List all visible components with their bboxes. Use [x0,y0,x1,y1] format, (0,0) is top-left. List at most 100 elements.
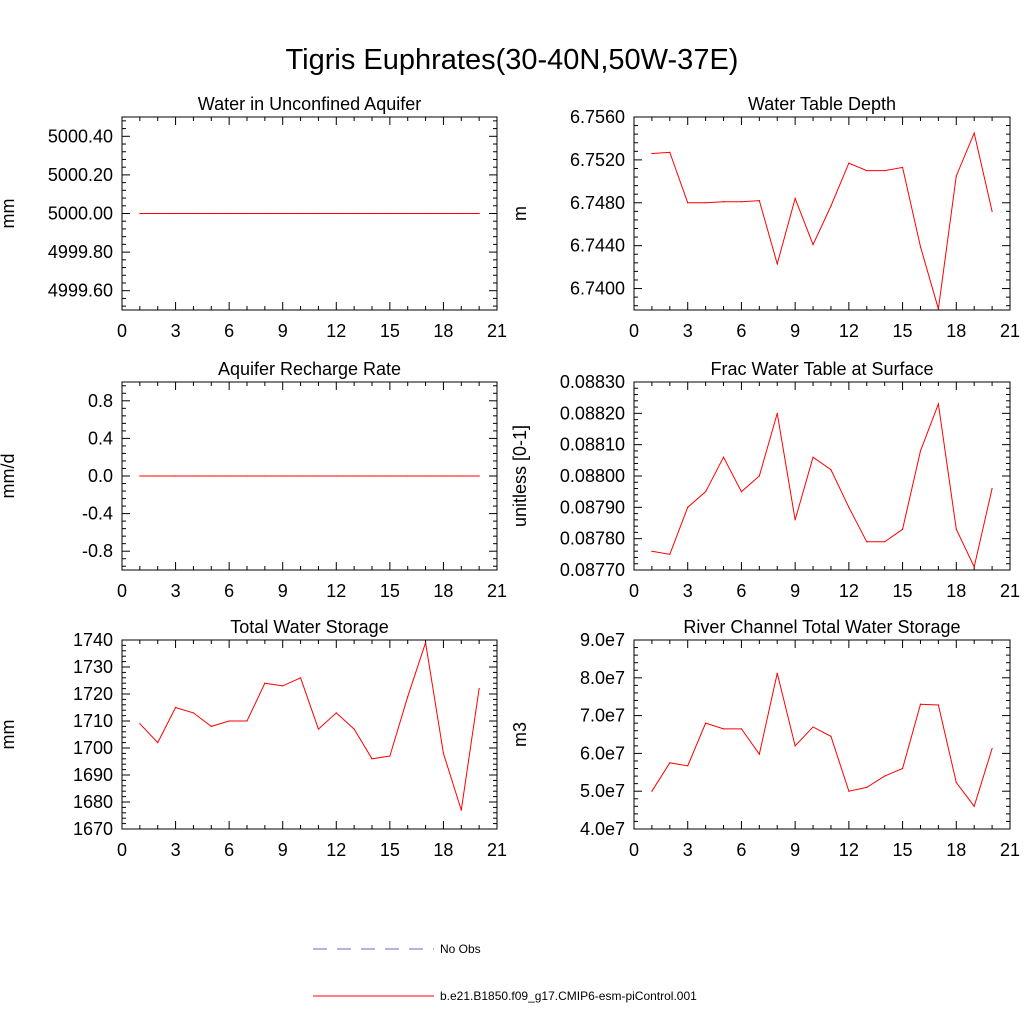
chart-panels: Water in Unconfined Aquifer mm 0 3 6 9 12 15 18 2… [0,94,1020,860]
x-tick-label: 18 [946,840,966,860]
panel-title: Aquifer Recharge Rate [218,359,401,379]
data-point [866,170,868,172]
y-tick-label: 6.7400 [570,279,625,299]
data-point [884,775,886,777]
data-point [758,200,760,202]
x-tick-label: 12 [839,321,859,341]
x-tick-label: 21 [1000,321,1020,341]
y-tick-label: 0.08810 [560,435,625,455]
data-point [794,197,796,200]
data-point [687,765,689,767]
x-tick-label: 6 [736,321,746,341]
y-tick-label: 6.7480 [570,193,625,213]
panel-title: Frac Water Table at Surface [710,359,933,379]
data-point [264,682,266,684]
x-tick-label: 9 [278,840,288,860]
data-point [830,469,832,471]
x-tick-label: 3 [683,581,693,601]
y-axis-label: mm/d [0,454,18,499]
data-point [687,506,689,508]
data-point [299,677,302,679]
y-tick-label: 1680 [73,792,113,812]
data-point [460,212,462,215]
y-tick-label: 0.0 [88,466,113,486]
data-point [157,475,159,477]
data-point [389,212,391,215]
x-tick-label: 12 [326,321,346,341]
data-point [866,541,868,543]
x-tick-label: 18 [433,581,453,601]
data-point [335,212,337,215]
y-tick-label: 1740 [73,630,113,650]
data-point [407,696,409,698]
y-axis-label: unitless [0-1] [510,425,530,527]
y-tick-label: 6.0e7 [580,743,625,763]
data-point [246,475,248,477]
x-tick-label: 21 [1000,840,1020,860]
data-point [901,767,904,770]
data-point [353,212,355,215]
data-point [758,475,760,477]
x-tick-label: 21 [1000,581,1020,601]
y-tick-label: 5.0e7 [580,781,625,801]
chart-panel-6: River Channel Total Water Storage m3 0 3 6 9 1… [510,617,1020,860]
data-point [317,475,320,477]
data-point [722,201,725,203]
x-tick-label: 9 [278,581,288,601]
data-point [228,475,230,477]
legend: No Obs b.e21.B1850.f09_g17.CMIP6-esm-piC… [313,942,697,1003]
data-point [442,752,445,755]
data-point [174,706,177,709]
y-tick-label: 0.08770 [560,560,625,580]
data-point [955,175,957,177]
data-point [246,212,248,215]
y-tick-label: 0.08820 [560,403,625,423]
data-point [919,246,922,248]
y-tick-label: 1670 [73,819,113,839]
plot-frame [633,116,1011,311]
data-point [758,753,760,755]
data-point [335,475,337,477]
data-point [901,166,904,168]
data-point [973,805,975,807]
x-tick-label: 3 [171,581,181,601]
data-point [812,243,814,246]
data-point [848,506,850,508]
x-tick-label: 9 [790,581,800,601]
data-point [371,758,373,760]
x-tick-label: 0 [117,321,127,341]
y-tick-label: 7.0e7 [580,706,625,726]
data-point [424,212,427,215]
series-line [651,673,993,808]
data-point [830,205,832,207]
x-tick-label: 21 [487,321,507,341]
y-tick-label: 8.0e7 [580,668,625,688]
data-point [812,726,814,728]
data-point [424,475,427,477]
y-tick-label: 0.08780 [560,529,625,549]
y-axis-label: m3 [510,722,530,747]
data-point [705,202,707,204]
x-tick-label: 0 [629,840,639,860]
data-point [335,712,337,714]
x-tick-label: 18 [946,581,966,601]
data-point [174,475,177,477]
y-tick-label: 5000.40 [48,126,113,146]
y-tick-label: 4999.60 [48,281,113,301]
y-tick-label: 1690 [73,765,113,785]
x-tick-label: 15 [893,581,913,601]
x-tick-label: 6 [224,840,234,860]
panel-title: Total Water Storage [230,617,388,637]
data-point [776,412,778,414]
data-point [371,475,373,477]
data-point [210,725,212,728]
data-point [937,704,939,706]
data-point [884,541,886,543]
data-point [210,475,212,477]
data-point [157,212,159,215]
y-tick-label: 6.7440 [570,236,625,256]
data-point [919,703,922,705]
y-tick-label: 0.08790 [560,497,625,517]
panel-title: Water Table Depth [748,94,896,114]
data-point [210,212,212,215]
